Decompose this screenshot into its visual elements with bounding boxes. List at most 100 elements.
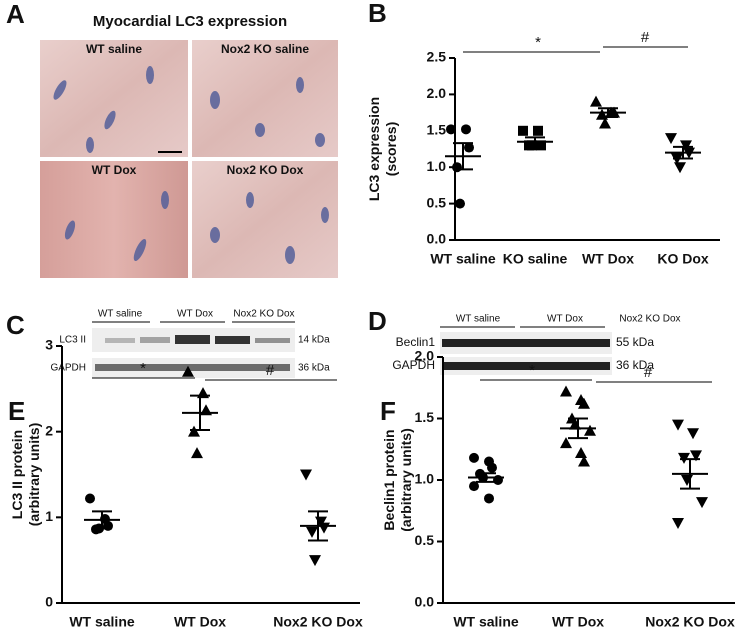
y-axis-label-line: Beclin1 protein: [381, 429, 397, 530]
x-tick-label: WT Dox: [174, 614, 226, 630]
panel-label: F: [380, 396, 396, 426]
y-tick-label: 2.0: [415, 348, 435, 364]
y-tick-label: 3: [45, 337, 53, 353]
y-tick-label: 0: [45, 594, 53, 610]
data-point: [461, 124, 471, 135]
lane-label: Nox2 KO Dox: [619, 314, 680, 325]
x-tick-label: Nox2 KO Dox: [645, 614, 735, 630]
y-axis-label: LC3 II protein(arbitrary units): [9, 423, 42, 526]
band-label: Beclin1: [396, 335, 436, 349]
lane-label: WT saline: [456, 314, 501, 325]
data-point: [469, 452, 479, 463]
x-tick-label: WT saline: [430, 251, 496, 267]
image-label: Nox2 KO Dox: [227, 163, 304, 177]
data-point: [493, 475, 503, 485]
x-tick-label: WT Dox: [552, 614, 604, 630]
y-axis-label: Beclin1 protein(arbitrary units): [381, 428, 414, 531]
y-tick-label: 1.5: [427, 122, 447, 138]
y-tick-label: 1.5: [415, 409, 435, 425]
data-point: [674, 162, 686, 174]
size-label: 14 kDa: [298, 335, 330, 346]
blot: [440, 326, 612, 375]
data-point: [455, 198, 465, 209]
data-point: [487, 462, 497, 473]
data-point: [469, 481, 479, 492]
size-label: 36 kDa: [616, 358, 654, 372]
lane-label: WT Dox: [177, 309, 213, 320]
data-point: [696, 497, 708, 509]
data-point: [690, 450, 702, 462]
data-point: [681, 475, 693, 486]
band-label: GAPDH: [50, 363, 86, 374]
size-label: 36 kDa: [298, 363, 330, 374]
x-tick-label: WT saline: [69, 614, 135, 630]
y-tick-label: 0.0: [415, 594, 435, 610]
error-bar: [568, 417, 588, 440]
x-tick-label: WT Dox: [582, 251, 634, 267]
panel-label: A: [6, 0, 25, 29]
y-axis-label-line: (arbitrary units): [26, 423, 42, 526]
lane-label: WT Dox: [547, 314, 583, 325]
y-axis-label-line: (arbitrary units): [398, 428, 414, 531]
y-tick-label: 1.0: [427, 158, 447, 174]
x-tick-label: Nox2 KO Dox: [273, 614, 363, 630]
error-bar: [92, 510, 112, 530]
data-point: [672, 518, 684, 530]
data-point: [687, 428, 699, 440]
significance-label: #: [266, 362, 275, 379]
y-tick-label: 2.5: [427, 49, 447, 65]
data-point: [446, 124, 456, 135]
lane-label: Nox2 KO Dox: [233, 309, 294, 320]
data-point: [590, 95, 602, 107]
y-tick-label: 2.0: [427, 85, 447, 101]
error-bar: [476, 472, 496, 483]
data-point: [188, 425, 200, 437]
data-point: [599, 117, 611, 129]
data-point: [306, 526, 318, 538]
data-point: [518, 125, 528, 136]
data-point: [300, 469, 312, 481]
data-point: [560, 437, 572, 449]
significance-label: *: [535, 34, 541, 51]
blot: [92, 321, 295, 378]
data-point: [560, 385, 572, 397]
x-tick-label: KO Dox: [657, 251, 709, 267]
data-point: [578, 455, 590, 467]
data-point: [665, 133, 677, 145]
y-tick-label: 0.5: [415, 532, 435, 548]
band-label: LC3 II: [59, 335, 86, 346]
error-bar: [308, 510, 328, 542]
y-axis-label-line: (scores): [383, 122, 399, 176]
data-point: [533, 125, 543, 136]
error-bar: [673, 145, 693, 160]
y-axis-label: LC3 expression(scores): [366, 97, 399, 201]
data-point: [575, 446, 587, 458]
data-point: [578, 397, 590, 409]
error-bar: [525, 136, 545, 148]
error-bar: [598, 107, 618, 118]
panel-label: D: [368, 306, 387, 336]
data-point: [452, 162, 462, 173]
data-point: [484, 493, 494, 504]
significance-label: #: [644, 364, 653, 381]
image-label: WT Dox: [92, 163, 137, 177]
error-bar: [680, 458, 700, 490]
data-point: [309, 555, 321, 567]
significance-label: *: [529, 362, 535, 379]
image-label: Nox2 KO saline: [221, 42, 309, 56]
image-label: WT saline: [86, 42, 142, 56]
data-point: [191, 447, 203, 459]
y-tick-label: 0.0: [427, 231, 447, 247]
panel-label: E: [8, 396, 25, 426]
x-tick-label: WT saline: [453, 614, 519, 630]
y-tick-label: 1: [45, 508, 53, 524]
significance-label: *: [140, 360, 146, 377]
error-bar: [190, 394, 210, 431]
panel-label: C: [6, 310, 25, 340]
significance-label: #: [641, 29, 650, 46]
band-label: GAPDH: [392, 358, 435, 372]
y-axis-label-line: LC3 II protein: [9, 430, 25, 519]
y-tick-label: 1.0: [415, 471, 435, 487]
panel-title: Myocardial LC3 expression: [93, 13, 287, 30]
panel-label: B: [368, 0, 387, 28]
